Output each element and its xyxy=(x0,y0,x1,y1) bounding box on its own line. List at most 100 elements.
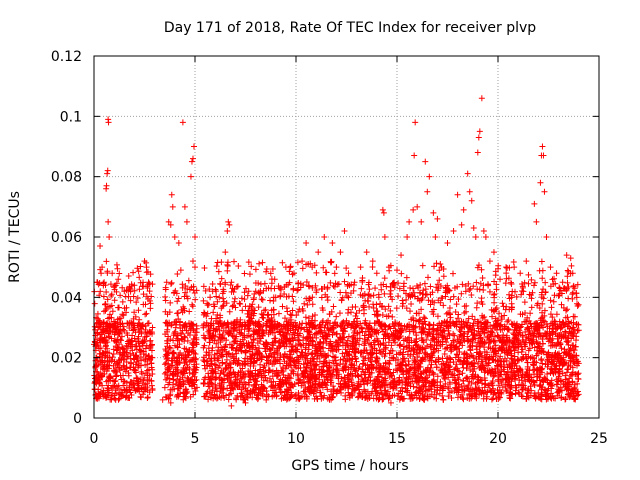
data-point xyxy=(189,301,196,308)
data-point xyxy=(470,283,477,290)
data-point xyxy=(318,328,325,335)
data-point xyxy=(373,270,380,277)
data-point xyxy=(98,270,105,277)
data-point xyxy=(167,221,174,228)
data-point xyxy=(502,280,509,287)
data-point xyxy=(564,306,571,313)
data-point xyxy=(444,240,451,247)
data-point xyxy=(143,333,150,340)
data-point xyxy=(573,290,580,297)
data-point xyxy=(556,284,563,291)
data-point xyxy=(471,316,478,323)
data-point xyxy=(307,260,314,267)
data-point xyxy=(480,227,487,234)
data-point xyxy=(392,339,399,346)
data-point xyxy=(454,394,461,401)
data-point xyxy=(464,333,471,340)
data-point xyxy=(407,285,414,292)
data-point xyxy=(223,356,230,363)
data-point xyxy=(214,298,221,305)
data-point xyxy=(313,334,320,341)
data-point xyxy=(420,396,427,403)
data-point xyxy=(410,285,417,292)
data-point xyxy=(168,279,175,286)
data-point xyxy=(389,313,396,320)
data-point xyxy=(434,215,441,222)
data-point xyxy=(440,396,447,403)
data-point xyxy=(441,351,448,358)
data-point xyxy=(255,304,262,311)
data-point xyxy=(241,326,248,333)
data-point xyxy=(547,264,554,271)
data-point xyxy=(387,399,394,406)
data-point xyxy=(460,206,467,213)
data-point xyxy=(375,294,382,301)
data-point xyxy=(135,307,142,314)
data-point xyxy=(171,342,178,349)
data-point xyxy=(474,149,481,156)
data-point xyxy=(421,280,428,287)
data-point xyxy=(215,268,222,275)
data-point xyxy=(224,267,231,274)
data-point xyxy=(280,371,287,378)
data-point xyxy=(272,294,279,301)
data-point xyxy=(294,259,301,266)
data-point xyxy=(458,382,465,389)
data-point xyxy=(200,357,207,364)
data-point xyxy=(189,155,196,162)
data-point xyxy=(394,267,400,274)
data-point xyxy=(106,234,113,240)
data-point xyxy=(311,331,318,338)
data-point xyxy=(129,347,136,354)
data-point xyxy=(251,290,258,297)
data-point xyxy=(168,363,175,370)
data-point xyxy=(340,318,347,325)
data-point xyxy=(445,374,452,381)
data-point xyxy=(378,304,385,311)
data-point xyxy=(539,275,546,282)
data-point xyxy=(103,288,110,295)
data-point xyxy=(145,320,152,327)
data-point xyxy=(358,285,365,292)
data-point xyxy=(333,313,340,320)
data-point xyxy=(387,293,394,300)
data-point xyxy=(117,292,124,299)
data-point xyxy=(386,267,393,274)
data-point xyxy=(432,234,439,240)
data-point xyxy=(570,313,577,320)
data-point xyxy=(302,357,309,364)
data-point xyxy=(355,365,362,372)
data-point xyxy=(511,288,518,295)
data-point xyxy=(425,274,432,281)
data-point xyxy=(174,298,181,305)
data-point xyxy=(356,341,363,348)
data-point xyxy=(353,358,360,365)
data-point xyxy=(201,380,208,387)
data-point xyxy=(563,307,570,314)
data-point xyxy=(563,252,570,259)
data-point xyxy=(541,188,548,195)
data-point xyxy=(185,277,192,284)
data-point xyxy=(412,119,419,126)
data-point xyxy=(301,300,308,307)
data-point xyxy=(245,288,252,295)
data-point xyxy=(567,255,574,262)
data-point xyxy=(303,295,310,302)
data-point xyxy=(329,240,336,247)
data-point xyxy=(402,378,409,385)
data-point xyxy=(115,276,122,283)
data-point xyxy=(445,393,452,400)
data-point xyxy=(550,281,557,288)
data-point xyxy=(184,361,191,368)
data-point xyxy=(564,273,571,280)
data-point xyxy=(237,338,244,345)
data-point xyxy=(377,300,384,307)
data-point xyxy=(219,331,226,338)
data-point xyxy=(355,372,362,379)
data-point xyxy=(503,264,510,271)
data-point xyxy=(357,381,364,388)
data-point xyxy=(410,206,417,213)
data-point xyxy=(144,268,151,275)
data-point xyxy=(428,361,435,368)
data-point xyxy=(475,134,482,141)
